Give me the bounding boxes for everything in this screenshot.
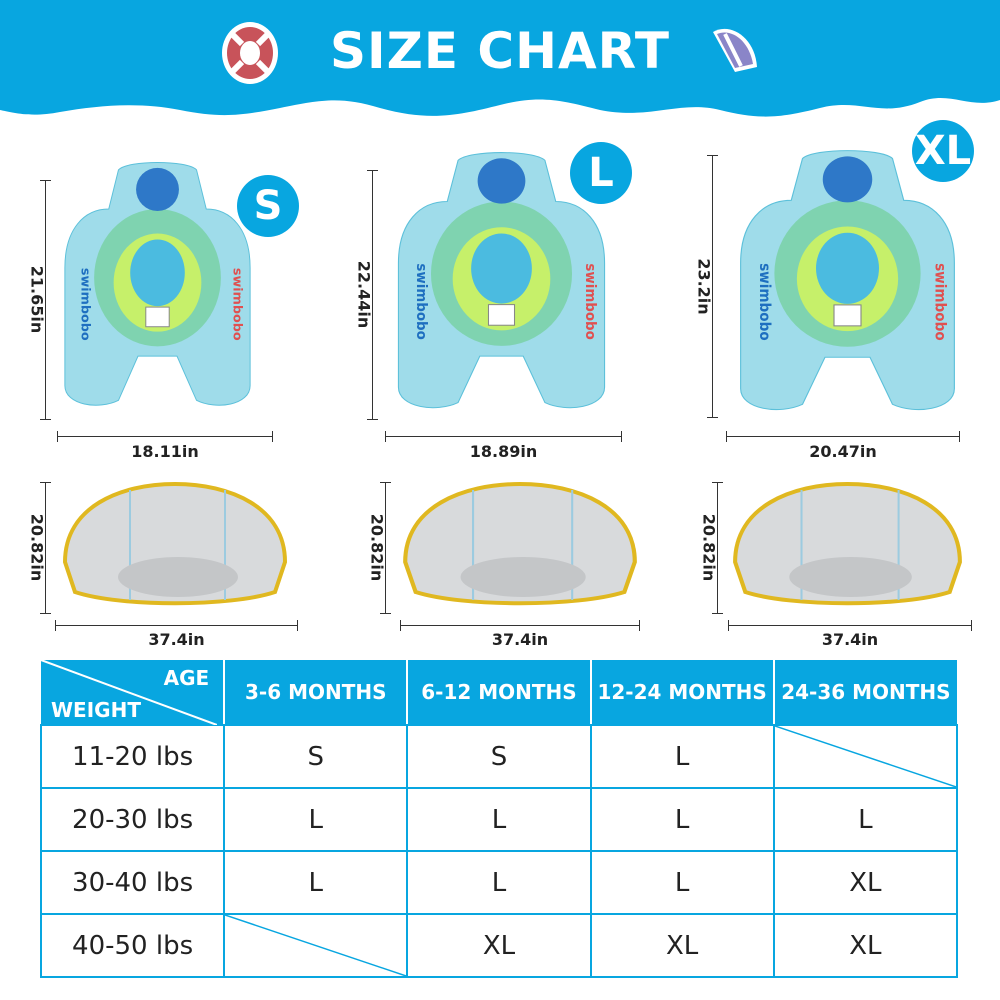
canopy-image: [733, 482, 962, 606]
size-cell: L: [223, 850, 409, 915]
float-width: 18.11in: [131, 442, 199, 461]
float-l: swimbobo swimbobo: [393, 150, 610, 418]
width-dimension-line: [385, 431, 622, 442]
canopy-width-line: [400, 620, 640, 631]
float-width: 20.47in: [809, 442, 877, 461]
size-cell: L: [406, 850, 592, 915]
table-row: 40-50 lbs XL XL XL: [39, 913, 959, 978]
column-header: 6-12 MONTHS: [406, 660, 592, 726]
size-cell: L: [772, 787, 959, 852]
column-header: 3-6 MONTHS: [223, 660, 409, 726]
height-dimension-line: [367, 170, 378, 420]
table-row: 20-30 lbs L L L L: [39, 787, 959, 852]
size-badge: S: [237, 175, 299, 237]
size-cell: L: [589, 787, 775, 852]
size-cell: S: [223, 724, 409, 789]
size-cell: L: [406, 787, 592, 852]
umbrella-icon: [713, 28, 757, 72]
float-height: 22.44in: [354, 260, 374, 329]
canopy-height-line: [712, 482, 723, 614]
page-title: SIZE CHART: [329, 22, 671, 80]
size-badge: XL: [912, 120, 974, 182]
canopy-height: 20.82in: [699, 513, 719, 582]
table-row: 30-40 lbs L L L XL: [39, 850, 959, 915]
canopy-width: 37.4in: [821, 630, 879, 649]
svg-text:swimbobo: swimbobo: [231, 268, 246, 341]
size-badge: L: [570, 142, 632, 204]
canopy-width-line: [55, 620, 298, 631]
width-dimension-line: [726, 431, 960, 442]
canopy-image: [62, 482, 288, 606]
weight-cell: 30-40 lbs: [39, 850, 226, 915]
width-dimension-line: [57, 431, 273, 442]
float-xl: swimbobo swimbobo: [735, 148, 960, 420]
height-dimension-line: [40, 180, 51, 420]
size-cell: L: [589, 724, 775, 789]
empty-cell-diagonal: [775, 726, 956, 787]
canopy-height: 20.82in: [27, 513, 47, 582]
svg-text:swimbobo: swimbobo: [78, 268, 93, 341]
weight-cell: 40-50 lbs: [39, 913, 226, 978]
canopy-width: 37.4in: [148, 630, 205, 649]
size-cell: XL: [772, 850, 959, 915]
canopy-height: 20.82in: [367, 513, 387, 582]
size-table: AGE WEIGHT 3-6 MONTHS 6-12 MONTHS 12-24 …: [39, 660, 959, 978]
empty-cell-diagonal: [225, 915, 406, 976]
canopy-width-line: [728, 620, 972, 631]
weight-cell: 11-20 lbs: [39, 724, 226, 789]
size-cell: XL: [406, 913, 592, 978]
weight-cell: 20-30 lbs: [39, 787, 226, 852]
canopy-height-line: [380, 482, 391, 614]
canopy-width: 37.4in: [491, 630, 549, 649]
weight-label: WEIGHT: [51, 698, 141, 722]
float-image: swimbobo swimbobo: [64, 161, 251, 406]
svg-text:swimbobo: swimbobo: [582, 263, 598, 339]
svg-text:swimbobo: swimbobo: [413, 263, 429, 339]
empty-cell: [772, 724, 959, 789]
float-image: swimbobo swimbobo: [397, 152, 606, 409]
size-cell: XL: [772, 913, 959, 978]
age-label: AGE: [163, 666, 210, 690]
size-cell: L: [223, 787, 409, 852]
corner-diagonal: [41, 660, 217, 725]
canopy-height-line: [40, 482, 51, 614]
svg-text:swimbobo: swimbobo: [756, 263, 773, 341]
canopy-image: [403, 482, 637, 606]
column-header: 24-36 MONTHS: [772, 660, 957, 726]
float-s: swimbobo swimbobo: [60, 160, 255, 415]
table-row: 11-20 lbs S S L: [39, 724, 959, 789]
size-cell: XL: [589, 913, 775, 978]
column-header: 12-24 MONTHS: [589, 660, 775, 726]
size-cell: L: [589, 850, 775, 915]
float-image: swimbobo swimbobo: [740, 150, 955, 411]
corner-header: AGE WEIGHT: [41, 660, 226, 726]
size-cell: S: [406, 724, 592, 789]
float-height: 23.2in: [694, 257, 714, 315]
svg-text:swimbobo: swimbobo: [931, 263, 948, 341]
float-width: 18.89in: [469, 442, 538, 461]
float-height: 21.65in: [27, 265, 47, 334]
empty-cell: [223, 913, 409, 978]
lifebuoy-icon: [222, 22, 278, 84]
height-dimension-line: [707, 155, 718, 418]
